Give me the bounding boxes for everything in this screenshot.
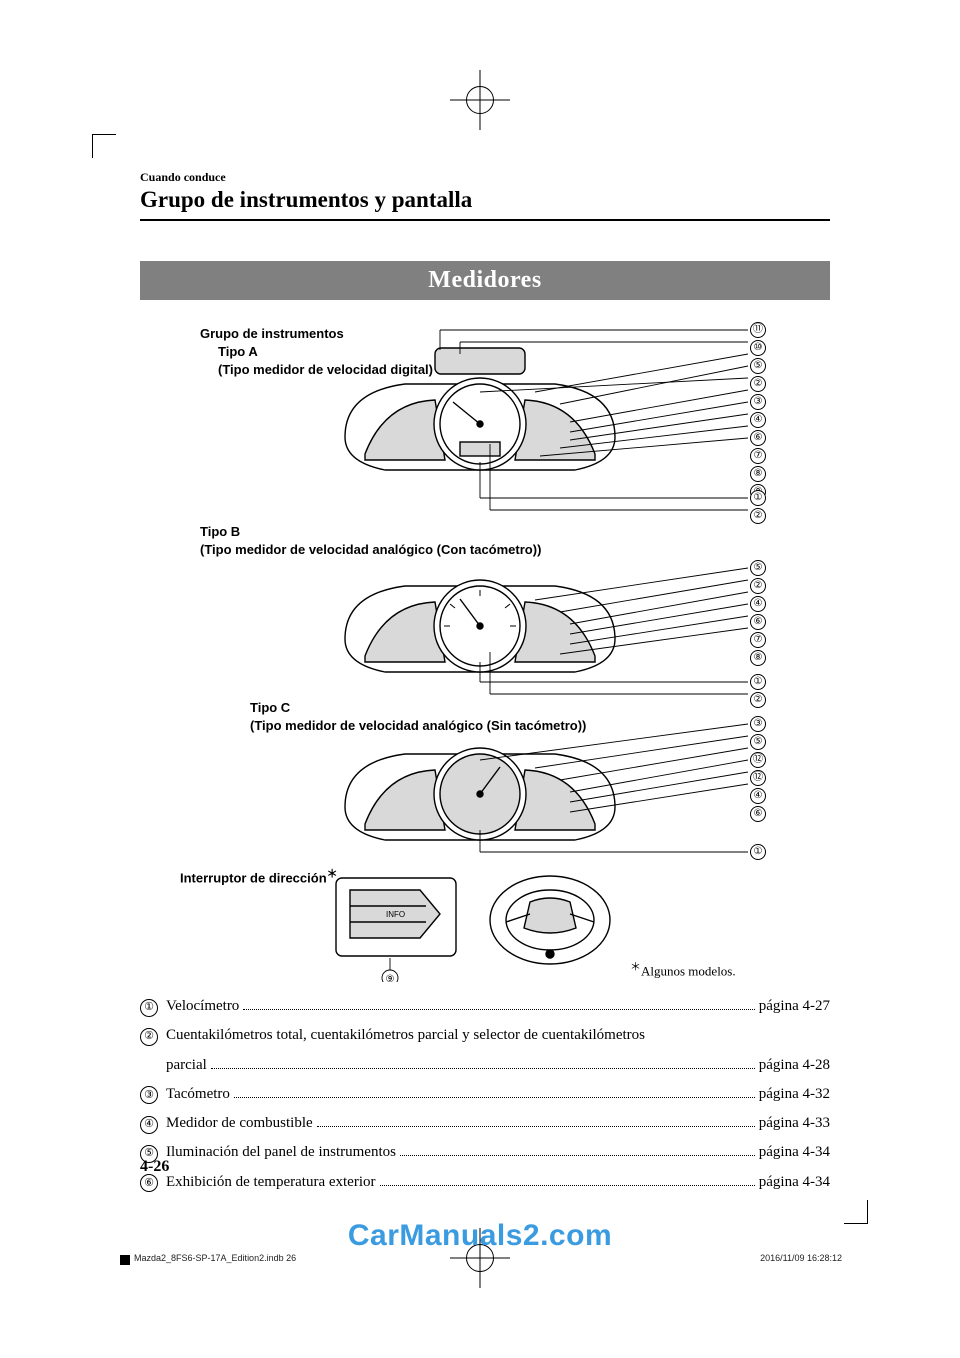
label-switch: Interruptor de dirección＊ xyxy=(180,868,338,887)
callouts-b: ⑤ ② ④ ⑥ ⑦ ⑧ xyxy=(750,560,766,668)
leaders-b xyxy=(140,542,830,702)
toc-list: ①Velocímetropágina 4-27 ②Cuentakilómetro… xyxy=(140,992,830,1197)
footer-mark-icon xyxy=(120,1255,130,1265)
label-type-b: Tipo B xyxy=(200,524,240,540)
registration-mark-top xyxy=(450,70,510,130)
toc-row: ⑤Iluminación del panel de instrumentospá… xyxy=(140,1138,830,1167)
footnote-text: ＊Algunos modelos. xyxy=(630,958,736,979)
callouts-a: ⑪ ⑩ ⑤ ② ③ ④ ⑥ ⑦ ⑧ ⑨ xyxy=(750,322,766,502)
footer-right: 2016/11/09 16:28:12 xyxy=(760,1253,842,1263)
page-number: 4-26 xyxy=(140,1158,169,1176)
footer-left: Mazda2_8FS6-SP-17A_Edition2.indb 26 xyxy=(134,1253,296,1263)
toc-row-cont: parcialpágina 4-28 xyxy=(166,1051,830,1080)
callouts-c: ③ ⑤ ⑫ ⑫ ④ ⑥ xyxy=(750,716,766,824)
callouts-b2: ① ② xyxy=(750,674,766,710)
header-rule xyxy=(140,219,830,221)
toc-row: ⑥Exhibición de temperatura exteriorpágin… xyxy=(140,1168,830,1197)
callouts-c2: ① xyxy=(750,844,766,862)
crop-mark-tl xyxy=(92,134,116,158)
header-small: Cuando conduce xyxy=(140,170,830,185)
print-footer: Mazda2_8FS6-SP-17A_Edition2.indb 26 2016… xyxy=(118,1253,842,1263)
callouts-a2: ① ② xyxy=(750,490,766,526)
watermark: CarManuals2.com xyxy=(0,1219,960,1253)
steering-switch-diagram: INFO ⑨ xyxy=(330,872,630,982)
toc-row: ①Velocímetropágina 4-27 xyxy=(140,992,830,1021)
page-content: Cuando conduce Grupo de instrumentos y p… xyxy=(140,170,830,1197)
callout-switch: ⑨ xyxy=(386,974,395,982)
header-large: Grupo de instrumentos y pantalla xyxy=(140,187,830,213)
leaders-a xyxy=(140,312,830,522)
figure-area: Grupo de instrumentos Tipo A (Tipo medid… xyxy=(140,312,830,982)
toc-row: ③Tacómetropágina 4-32 xyxy=(140,1080,830,1109)
leaders-c xyxy=(140,710,830,870)
toc-row: ④Medidor de combustiblepágina 4-33 xyxy=(140,1109,830,1138)
svg-text:INFO: INFO xyxy=(386,910,405,919)
section-band: Medidores xyxy=(140,261,830,300)
toc-row: ②Cuentakilómetros total, cuentakilómetro… xyxy=(140,1021,830,1050)
